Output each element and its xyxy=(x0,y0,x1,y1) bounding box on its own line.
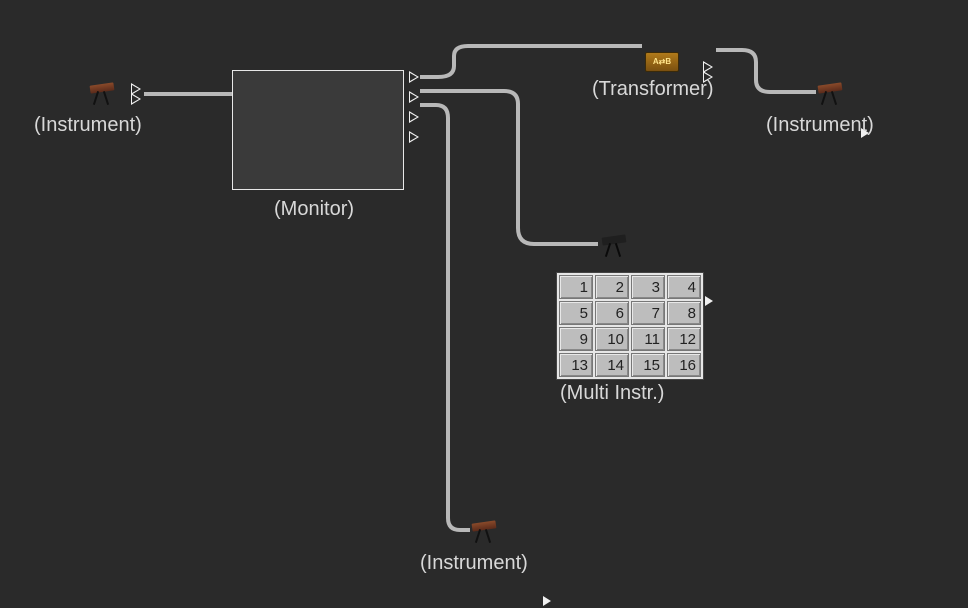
instrument-icon[interactable] xyxy=(470,520,498,544)
multi-cell-7[interactable]: 7 xyxy=(631,301,665,325)
transformer-label: (Transformer) xyxy=(592,78,713,101)
multi-instr-label: (Multi Instr.) xyxy=(560,382,664,405)
multi-cell-15[interactable]: 15 xyxy=(631,353,665,377)
multi-cell-14[interactable]: 14 xyxy=(595,353,629,377)
instrument-right-label: (Instrument) xyxy=(766,114,874,137)
monitor-label: (Monitor) xyxy=(274,198,354,221)
multi-cell-9[interactable]: 9 xyxy=(559,327,593,351)
multi-cell-6[interactable]: 6 xyxy=(595,301,629,325)
multi-cell-11[interactable]: 11 xyxy=(631,327,665,351)
multi-cell-2[interactable]: 2 xyxy=(595,275,629,299)
multi-cell-12[interactable]: 12 xyxy=(667,327,701,351)
monitor-port-2[interactable] xyxy=(406,90,424,104)
transformer-icon-text: A⇄B xyxy=(653,58,671,66)
cable-monitor-to-transformer xyxy=(420,46,642,77)
monitor-port-1[interactable] xyxy=(406,70,424,84)
monitor-port-3[interactable] xyxy=(406,110,424,124)
multi-instr-port[interactable] xyxy=(702,294,720,308)
monitor-out-ports[interactable] xyxy=(406,70,424,144)
multi-cell-16[interactable]: 16 xyxy=(667,353,701,377)
multi-cell-1[interactable]: 1 xyxy=(559,275,593,299)
instrument-icon[interactable] xyxy=(816,82,844,106)
monitor-node[interactable] xyxy=(232,70,404,190)
multi-cell-4[interactable]: 4 xyxy=(667,275,701,299)
instrument-left-out-port[interactable] xyxy=(128,84,146,104)
multi-cell-13[interactable]: 13 xyxy=(559,353,593,377)
multi-instrument-icon[interactable] xyxy=(600,234,628,258)
monitor-port-4[interactable] xyxy=(406,130,424,144)
transformer-icon[interactable]: A⇄B xyxy=(645,52,679,72)
multi-cell-5[interactable]: 5 xyxy=(559,301,593,325)
environment-canvas[interactable]: (Instrument) (Monitor) A⇄B (Transformer)… xyxy=(0,0,968,599)
cable-transformer-to-right xyxy=(716,50,816,92)
instrument-bottom-port[interactable] xyxy=(540,594,558,608)
instrument-icon[interactable] xyxy=(88,82,116,106)
instrument-left-label: (Instrument) xyxy=(34,114,142,137)
instrument-bottom-label: (Instrument) xyxy=(420,552,528,575)
multi-cell-10[interactable]: 10 xyxy=(595,327,629,351)
multi-cell-3[interactable]: 3 xyxy=(631,275,665,299)
multi-instr-grid[interactable]: 1 2 3 4 5 6 7 8 9 10 11 12 13 14 15 16 xyxy=(556,272,704,380)
multi-cell-8[interactable]: 8 xyxy=(667,301,701,325)
cable-monitor-to-bottom xyxy=(420,105,470,530)
cable-monitor-to-multi xyxy=(420,91,598,244)
